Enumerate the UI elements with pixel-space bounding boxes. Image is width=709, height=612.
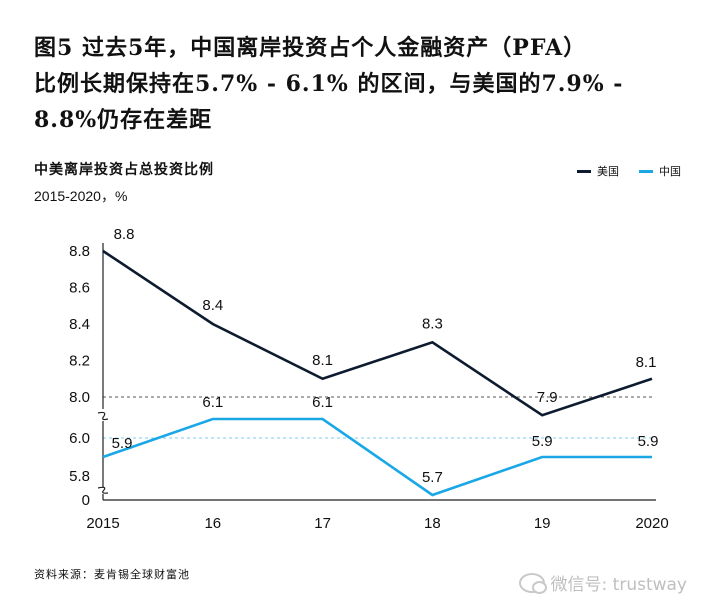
legend-label-us: 美国 [597, 165, 619, 178]
x-tick-label: 19 [534, 515, 551, 532]
legend: 美国 中国 [577, 163, 681, 179]
data-label-us: 8.1 [636, 354, 657, 371]
source-note: 资料来源：麦肯锡全球财富池 [34, 568, 190, 581]
y-tick-label: 8.8 [69, 243, 90, 260]
y-tick-label: 8.0 [69, 389, 90, 406]
data-label-china: 5.9 [638, 433, 659, 450]
watermark-text: 微信号: trustway [550, 575, 687, 595]
x-tick-label: 16 [204, 515, 221, 532]
headline-line-2: 比例长期保持在5.7% - 6.1% 的区间，与美国的7.9% - [34, 71, 624, 97]
chart-title: 中美离岸投资占总投资比例 [34, 162, 214, 178]
x-tick-label: 17 [314, 515, 331, 532]
data-label-china: 6.1 [312, 394, 333, 411]
y-tick-label: 8.4 [69, 316, 90, 333]
wechat-icon [518, 572, 547, 594]
x-tick-label: 2015 [86, 515, 119, 532]
x-tick-label: 18 [424, 515, 441, 532]
series-line-us [102, 249, 653, 417]
data-label-us: 8.3 [422, 315, 443, 332]
watermark: 微信号: trustway [518, 570, 687, 595]
data-label-us: 8.8 [114, 226, 135, 243]
x-tick-label: 2020 [635, 515, 668, 532]
legend-item-us: 美国 [577, 163, 619, 179]
series-line-china [102, 417, 652, 497]
legend-label-china: 中国 [659, 165, 681, 178]
data-label-china: 5.9 [112, 435, 133, 452]
data-label-china: 5.9 [532, 433, 553, 450]
headline: 图5 过去5年，中国离岸投资占个人金融资产（PFA） 比例长期保持在5.7% -… [34, 30, 684, 138]
y-tick-label: 8.2 [69, 353, 90, 370]
data-label-china: 5.7 [422, 469, 443, 486]
y-tick-label: 5.8 [69, 468, 90, 485]
data-label-us: 8.4 [202, 297, 223, 314]
axis-break-mark-2 [97, 486, 109, 494]
legend-swatch-china [639, 169, 653, 173]
y-tick-label: 6.0 [69, 430, 90, 447]
headline-line-3: 8.8%仍存在差距 [34, 107, 213, 133]
data-label-us: 7.9 [537, 389, 558, 406]
legend-item-china: 中国 [639, 163, 681, 179]
y-tick-label-zero: 0 [82, 492, 90, 509]
chart-subtitle: 2015-2020，% [34, 188, 128, 204]
data-label-china: 6.1 [202, 394, 223, 411]
y-tick-label: 8.6 [69, 280, 90, 297]
data-label-us: 8.1 [312, 352, 333, 369]
legend-swatch-us [577, 169, 591, 173]
headline-line-1: 图5 过去5年，中国离岸投资占个人金融资产（PFA） [34, 35, 587, 61]
axis-break-mark-1 [97, 411, 109, 421]
